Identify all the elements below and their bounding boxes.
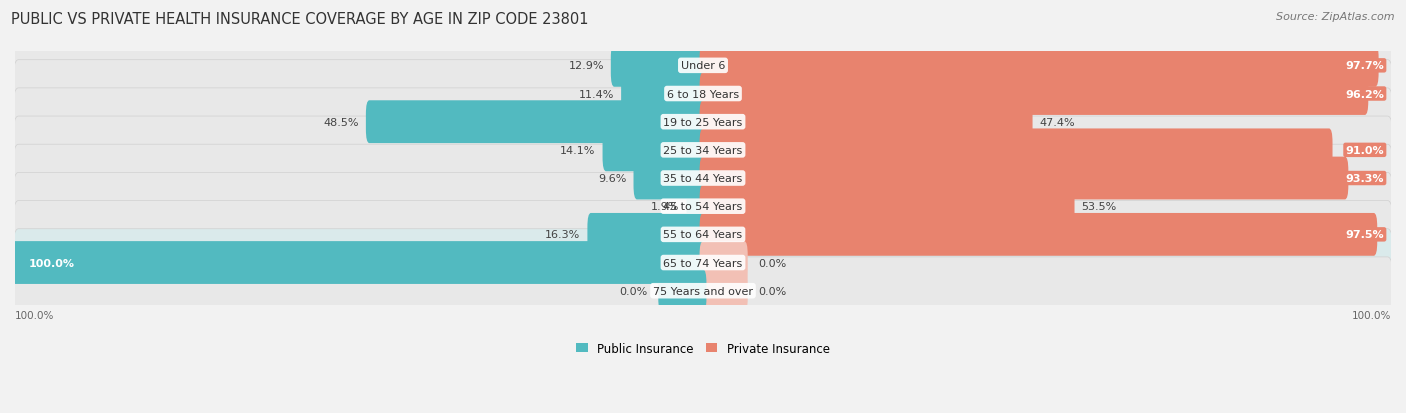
- Text: 53.5%: 53.5%: [1081, 202, 1116, 212]
- FancyBboxPatch shape: [700, 129, 1333, 172]
- Text: 75 Years and over: 75 Years and over: [652, 286, 754, 296]
- Text: 100.0%: 100.0%: [28, 258, 75, 268]
- FancyBboxPatch shape: [700, 185, 1074, 228]
- Text: 97.5%: 97.5%: [1346, 230, 1384, 240]
- Text: 48.5%: 48.5%: [323, 117, 359, 127]
- Text: 45 to 54 Years: 45 to 54 Years: [664, 202, 742, 212]
- Text: 35 to 44 Years: 35 to 44 Years: [664, 173, 742, 184]
- Text: Source: ZipAtlas.com: Source: ZipAtlas.com: [1277, 12, 1395, 22]
- Text: PUBLIC VS PRIVATE HEALTH INSURANCE COVERAGE BY AGE IN ZIP CODE 23801: PUBLIC VS PRIVATE HEALTH INSURANCE COVER…: [11, 12, 589, 27]
- FancyBboxPatch shape: [588, 214, 706, 256]
- FancyBboxPatch shape: [700, 157, 1348, 200]
- FancyBboxPatch shape: [610, 45, 706, 88]
- FancyBboxPatch shape: [13, 89, 1393, 156]
- Text: 0.0%: 0.0%: [758, 286, 786, 296]
- Text: 96.2%: 96.2%: [1346, 89, 1384, 99]
- FancyBboxPatch shape: [11, 242, 706, 284]
- Text: Under 6: Under 6: [681, 61, 725, 71]
- Text: 55 to 64 Years: 55 to 64 Years: [664, 230, 742, 240]
- Text: 16.3%: 16.3%: [546, 230, 581, 240]
- FancyBboxPatch shape: [700, 242, 748, 284]
- Text: 97.7%: 97.7%: [1346, 61, 1384, 71]
- Text: 47.4%: 47.4%: [1039, 117, 1076, 127]
- Text: 100.0%: 100.0%: [1351, 311, 1391, 320]
- Text: 0.0%: 0.0%: [758, 258, 786, 268]
- Text: 1.9%: 1.9%: [651, 202, 679, 212]
- Text: 6 to 18 Years: 6 to 18 Years: [666, 89, 740, 99]
- Text: 93.3%: 93.3%: [1346, 173, 1384, 184]
- FancyBboxPatch shape: [366, 101, 706, 144]
- FancyBboxPatch shape: [700, 214, 1378, 256]
- FancyBboxPatch shape: [700, 73, 1368, 116]
- Text: 65 to 74 Years: 65 to 74 Years: [664, 258, 742, 268]
- Text: 11.4%: 11.4%: [579, 89, 614, 99]
- FancyBboxPatch shape: [658, 270, 706, 312]
- FancyBboxPatch shape: [603, 129, 706, 172]
- Legend: Public Insurance, Private Insurance: Public Insurance, Private Insurance: [576, 342, 830, 355]
- FancyBboxPatch shape: [700, 45, 1379, 88]
- FancyBboxPatch shape: [13, 201, 1393, 268]
- Text: 25 to 34 Years: 25 to 34 Years: [664, 145, 742, 155]
- Text: 100.0%: 100.0%: [15, 311, 55, 320]
- Text: 0.0%: 0.0%: [620, 286, 648, 296]
- FancyBboxPatch shape: [700, 101, 1032, 144]
- FancyBboxPatch shape: [621, 73, 706, 116]
- Text: 9.6%: 9.6%: [599, 173, 627, 184]
- FancyBboxPatch shape: [13, 117, 1393, 184]
- FancyBboxPatch shape: [13, 145, 1393, 212]
- FancyBboxPatch shape: [634, 157, 706, 200]
- FancyBboxPatch shape: [13, 257, 1393, 325]
- Text: 91.0%: 91.0%: [1346, 145, 1384, 155]
- FancyBboxPatch shape: [13, 61, 1393, 128]
- Text: 14.1%: 14.1%: [561, 145, 596, 155]
- Text: 19 to 25 Years: 19 to 25 Years: [664, 117, 742, 127]
- Text: 12.9%: 12.9%: [568, 61, 605, 71]
- FancyBboxPatch shape: [700, 270, 748, 312]
- FancyBboxPatch shape: [686, 185, 706, 228]
- FancyBboxPatch shape: [13, 173, 1393, 240]
- FancyBboxPatch shape: [13, 33, 1393, 100]
- FancyBboxPatch shape: [13, 229, 1393, 297]
